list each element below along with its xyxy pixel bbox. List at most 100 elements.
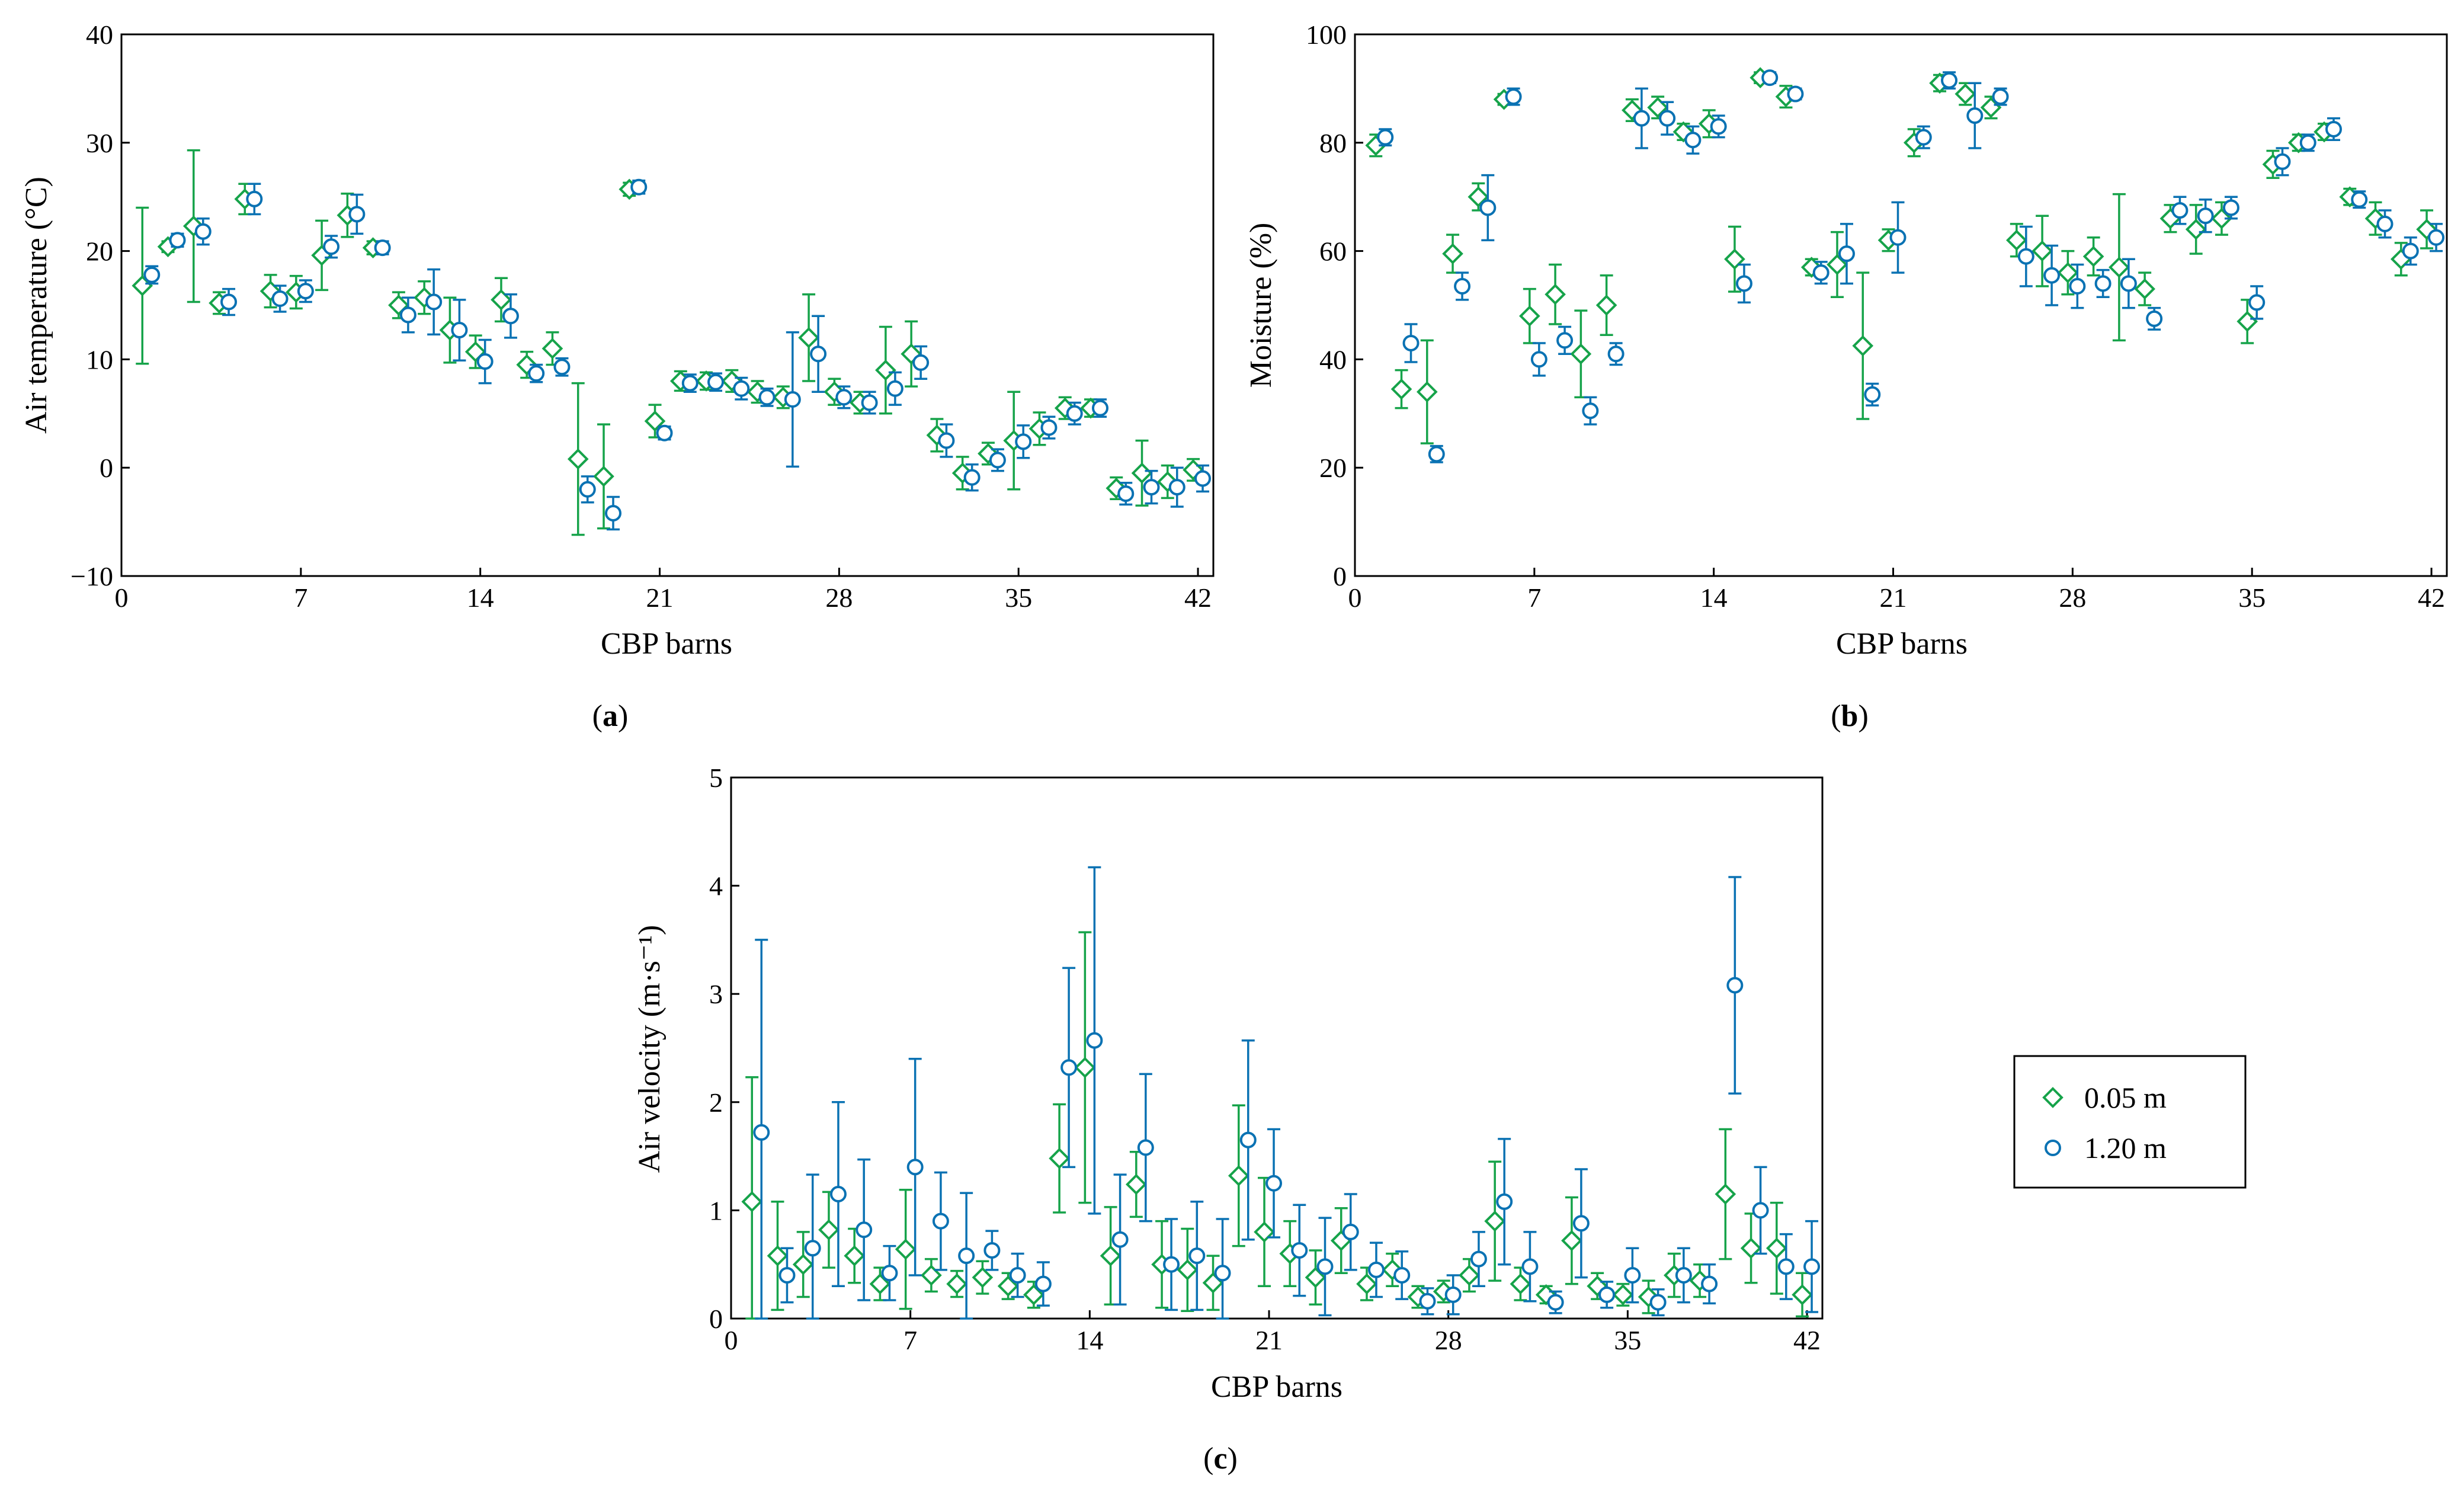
data-point bbox=[1479, 199, 1497, 216]
data-point bbox=[1009, 1266, 1026, 1284]
data-point bbox=[630, 178, 648, 196]
data-point bbox=[1265, 1175, 1283, 1192]
data-point bbox=[912, 354, 930, 371]
data-point bbox=[1612, 1284, 1634, 1306]
y-tick-label: 60 bbox=[1319, 236, 1347, 267]
data-point bbox=[1752, 1202, 1769, 1219]
data-point bbox=[476, 353, 494, 370]
data-point bbox=[2017, 248, 2034, 265]
data-point bbox=[2274, 153, 2291, 170]
data-point bbox=[2006, 229, 2027, 251]
data-point bbox=[1131, 462, 1153, 484]
x-tick-label: 21 bbox=[1255, 1325, 1283, 1355]
data-point bbox=[1582, 402, 1599, 420]
data-point bbox=[1214, 1265, 1231, 1282]
data-point bbox=[818, 1219, 840, 1241]
data-point bbox=[2109, 257, 2130, 278]
data-point bbox=[881, 1265, 898, 1282]
data-point bbox=[1852, 335, 1874, 357]
data-point bbox=[1015, 433, 1032, 450]
legend-marker bbox=[2042, 1087, 2064, 1108]
data-point bbox=[297, 283, 314, 300]
data-point bbox=[1137, 1139, 1154, 1156]
data-point bbox=[1188, 1247, 1206, 1265]
data-point bbox=[972, 1266, 994, 1288]
data-point bbox=[1561, 1230, 1582, 1252]
data-point bbox=[1941, 72, 1958, 89]
data-point bbox=[2171, 202, 2189, 219]
data-point bbox=[2082, 245, 2104, 267]
data-point bbox=[1889, 229, 1907, 246]
data-point bbox=[1126, 1173, 1147, 1195]
chart-panel-b: 0 7 14 21 28 35 42 0 20 40 60 80 100 CBP barns Moistur… bbox=[1244, 20, 2448, 733]
data-point bbox=[1377, 129, 1394, 146]
data-point bbox=[451, 322, 468, 339]
series-0_05-m bbox=[132, 149, 1204, 536]
data-point bbox=[1393, 1266, 1411, 1284]
data-point bbox=[1505, 88, 1522, 105]
data-point bbox=[1992, 88, 2009, 105]
data-point bbox=[1100, 1245, 1122, 1266]
data-point bbox=[1954, 83, 1976, 105]
data-point bbox=[1607, 345, 1624, 363]
data-point bbox=[938, 432, 955, 449]
x-tick-label: 14 bbox=[467, 583, 494, 613]
data-point bbox=[810, 345, 827, 363]
data-point bbox=[1570, 343, 1592, 365]
data-point bbox=[323, 238, 340, 255]
y-tick-label: 40 bbox=[1319, 344, 1347, 375]
data-point bbox=[1633, 110, 1650, 127]
x-axis-title: CBP barns bbox=[601, 627, 732, 661]
data-point bbox=[399, 306, 416, 324]
chart-panel-c: 0 7 14 21 28 35 42 0 1 2 3 4 5 CBP barns Air velocity … bbox=[633, 763, 1824, 1476]
data-point bbox=[932, 1212, 949, 1230]
data-point bbox=[1530, 351, 1547, 368]
y-tick-label: 0 bbox=[709, 1304, 723, 1334]
data-point bbox=[2236, 311, 2258, 332]
data-point bbox=[1915, 129, 1932, 146]
legend-label: 1.20 m bbox=[2084, 1131, 2167, 1164]
y-tick-label: 10 bbox=[86, 344, 113, 375]
data-point bbox=[425, 293, 443, 311]
x-tick-label: 0 bbox=[115, 583, 129, 613]
data-point bbox=[798, 327, 819, 348]
data-point bbox=[528, 365, 545, 382]
data-point bbox=[2134, 278, 2155, 300]
data-point bbox=[553, 359, 571, 376]
data-point bbox=[778, 1266, 796, 1284]
y-axis-title: Moisture (%) bbox=[1244, 223, 1278, 388]
x-tick-label: 28 bbox=[2059, 583, 2086, 613]
data-point bbox=[1761, 69, 1779, 87]
data-point bbox=[1521, 1258, 1539, 1275]
data-point bbox=[1416, 381, 1438, 403]
data-point bbox=[1442, 243, 1463, 264]
y-tick-label: 4 bbox=[709, 871, 723, 901]
data-point bbox=[656, 424, 673, 441]
x-tick-label: 7 bbox=[903, 1325, 917, 1355]
data-point bbox=[1624, 1266, 1641, 1284]
data-point bbox=[2069, 278, 2086, 295]
data-point bbox=[1701, 1275, 1718, 1292]
plot-frame bbox=[120, 33, 1215, 577]
data-point bbox=[946, 1273, 967, 1295]
data-point bbox=[741, 1191, 763, 1212]
data-point bbox=[1803, 1258, 1821, 1275]
data-point bbox=[2222, 199, 2239, 216]
panel-label: (b) bbox=[1831, 699, 1869, 733]
y-tick-label: 100 bbox=[1306, 20, 1347, 50]
data-point bbox=[1519, 305, 1540, 327]
data-point bbox=[1086, 1032, 1103, 1049]
series-1_20-m bbox=[753, 866, 1821, 1320]
data-point bbox=[1715, 1183, 1736, 1205]
data-point bbox=[567, 448, 589, 470]
data-point bbox=[963, 469, 981, 486]
x-tick-label: 7 bbox=[294, 583, 307, 613]
data-point bbox=[1710, 118, 1727, 135]
y-axis-title: Air velocity (m·s⁻¹) bbox=[633, 925, 667, 1173]
data-point bbox=[1838, 245, 1855, 263]
data-point bbox=[829, 1186, 847, 1203]
data-point bbox=[895, 1239, 917, 1260]
data-point bbox=[1117, 485, 1135, 503]
legend-marker bbox=[2045, 1140, 2061, 1156]
